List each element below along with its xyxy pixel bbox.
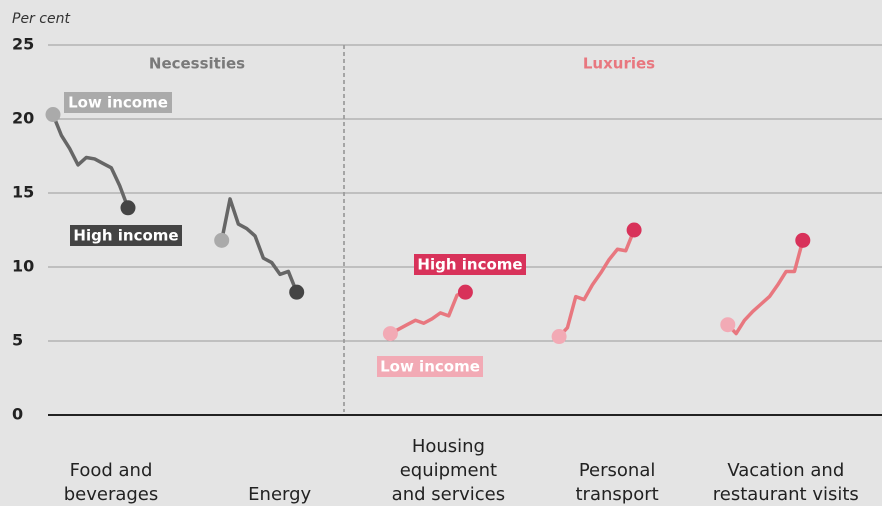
series-line (389, 290, 466, 336)
high-income-point (120, 200, 136, 216)
high-income-point (626, 222, 642, 238)
low-label-box (377, 356, 483, 377)
high-income-point (289, 284, 305, 300)
category-label: Personal (579, 460, 656, 481)
series-line (51, 113, 130, 209)
y-tick-label: 15 (12, 183, 34, 202)
low-income-point (382, 326, 398, 342)
high-label-box (70, 225, 182, 246)
category-label: Energy (248, 484, 311, 505)
low-income-point (214, 232, 230, 248)
y-tick-label: 5 (12, 331, 23, 350)
group-label: Necessities (149, 55, 245, 73)
y-tick-label: 25 (12, 35, 34, 54)
high-label-box (414, 254, 526, 275)
series-line (557, 229, 636, 338)
category-label: transport (576, 484, 659, 505)
y-tick-label: 20 (12, 109, 34, 128)
y-axis-label: Per cent (12, 11, 70, 27)
high-income-point (795, 232, 811, 248)
y-tick-label: 0 (12, 405, 23, 424)
category-label: equipment (400, 460, 497, 481)
high-label: High income (73, 227, 178, 245)
category-label: Vacation and (727, 460, 844, 481)
high-income-point (457, 284, 473, 300)
low-label-box (64, 92, 172, 113)
category-label: restaurant visits (713, 484, 859, 505)
series-line (726, 239, 805, 336)
low-label: Low income (380, 358, 480, 376)
category-label: beverages (64, 484, 159, 505)
low-label: Low income (68, 94, 168, 112)
category-label: Housing (412, 436, 485, 457)
low-income-point (45, 107, 61, 123)
group-label: Luxuries (583, 55, 655, 73)
low-income-point (551, 329, 567, 345)
category-label: Food and (70, 460, 153, 481)
category-label: and services (392, 484, 505, 505)
high-label: High income (417, 256, 522, 274)
y-tick-label: 10 (12, 257, 34, 276)
series-line (219, 197, 299, 293)
low-income-point (720, 317, 736, 333)
